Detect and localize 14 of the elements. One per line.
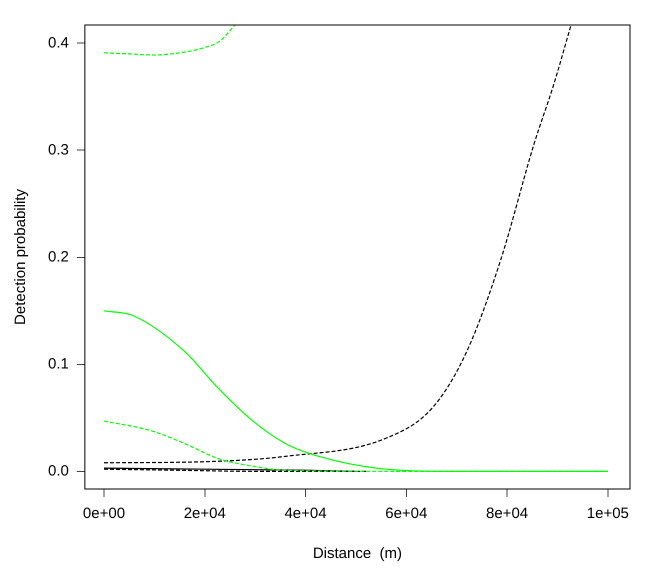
x-axis-title: Distance (m) (312, 545, 402, 562)
y-tick-label: 0.3 (48, 141, 69, 158)
x-tick-label: 8e+04 (486, 505, 528, 522)
y-tick-label: 0.1 (48, 355, 69, 372)
x-tick-label: 1e+05 (586, 505, 629, 522)
y-tick-label: 0.2 (48, 248, 69, 266)
line-series (103, 25, 236, 56)
x-tick-label: 6e+04 (385, 505, 428, 522)
x-tick-label: 0e+00 (82, 505, 126, 522)
y-axis-title: Detection probability (12, 188, 30, 325)
y-tick-label: 0.0 (48, 462, 69, 480)
x-tick-label: 4e+04 (284, 505, 327, 522)
y-tick-label: 0.4 (48, 34, 69, 52)
x-tick-label: 2e+04 (184, 505, 226, 522)
